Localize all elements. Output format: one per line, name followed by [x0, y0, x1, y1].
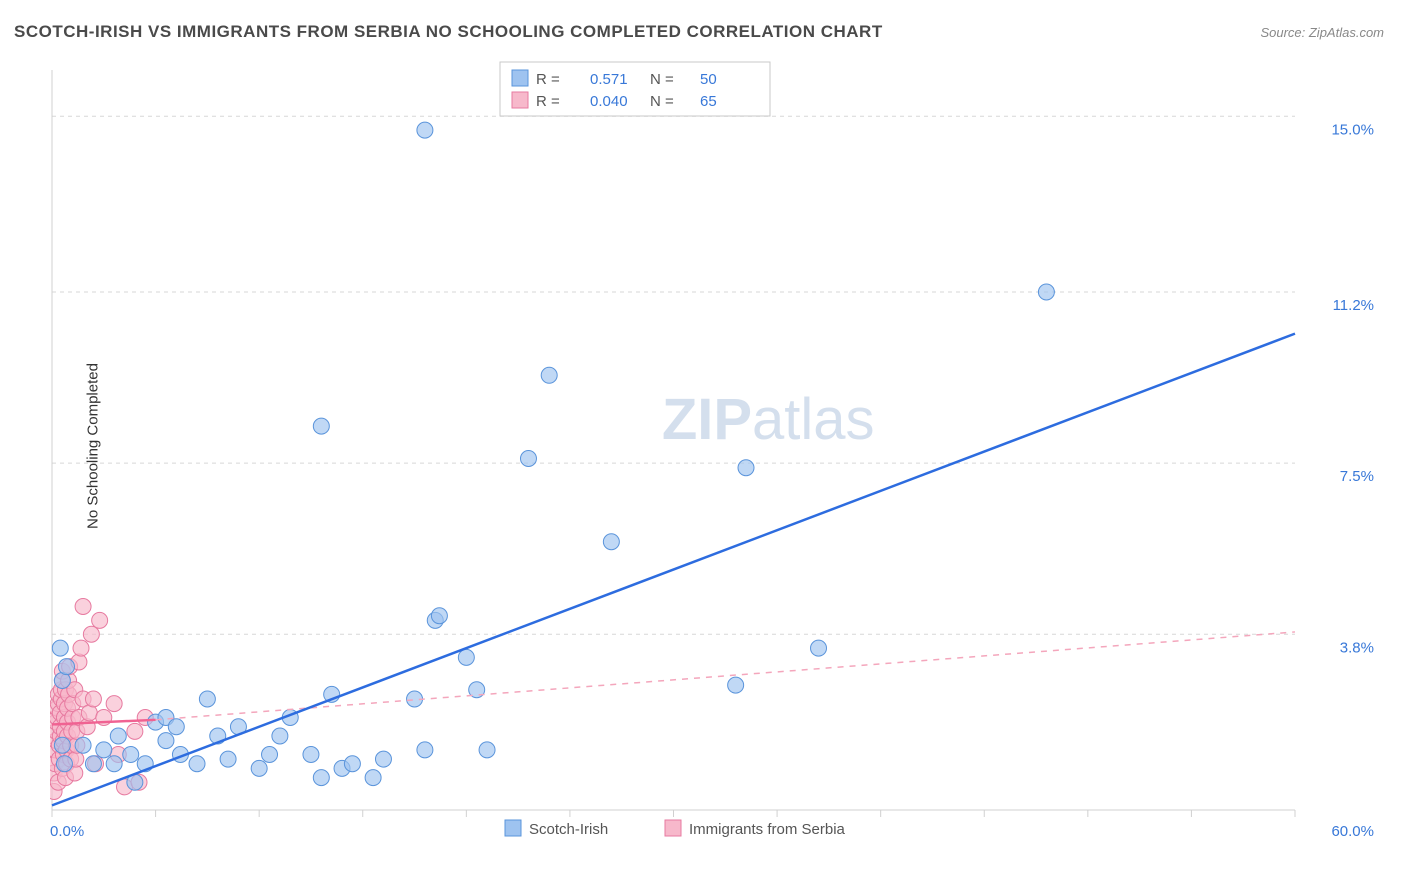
data-point-serbia [73, 640, 89, 656]
legend-r-value-2: 0.040 [590, 93, 628, 110]
scatter-plot: 3.8% 7.5% 11.2% 15.0% 0.0% 60.0% ZIPatlas R = 0.… [50, 60, 1380, 850]
bottom-legend-swatch-blue [505, 820, 521, 836]
data-point-scotch-irish [262, 747, 278, 763]
data-point-scotch-irish [303, 747, 319, 763]
data-point-scotch-irish [52, 640, 68, 656]
data-point-scotch-irish [344, 756, 360, 772]
bottom-legend-label-1: Scotch-Irish [529, 821, 608, 838]
data-point-scotch-irish [85, 756, 101, 772]
data-point-serbia [92, 612, 108, 628]
legend-r-label-1: R = [536, 71, 560, 88]
data-point-scotch-irish [75, 737, 91, 753]
legend-swatch-pink [512, 92, 528, 108]
legend-n-label-2: N = [650, 93, 674, 110]
y-tick-label: 11.2% [1333, 297, 1374, 314]
data-point-scotch-irish [417, 122, 433, 138]
data-point-scotch-irish [220, 751, 236, 767]
source-attribution: Source: ZipAtlas.com [1260, 25, 1384, 40]
data-point-serbia [79, 719, 95, 735]
data-point-scotch-irish [272, 728, 288, 744]
y-tick-label: 15.0% [1331, 121, 1374, 138]
watermark: ZIPatlas [662, 387, 875, 452]
data-point-scotch-irish [189, 756, 205, 772]
data-point-scotch-irish [738, 460, 754, 476]
x-tick-min-label: 0.0% [50, 823, 84, 840]
trendline-serbia-dashed [156, 632, 1295, 720]
data-point-serbia [127, 723, 143, 739]
bottom-legend-swatch-pink [665, 820, 681, 836]
data-point-scotch-irish [431, 608, 447, 624]
data-point-scotch-irish [168, 719, 184, 735]
data-point-scotch-irish [458, 649, 474, 665]
data-point-scotch-irish [123, 747, 139, 763]
data-point-serbia [106, 696, 122, 712]
chart-title: SCOTCH-IRISH VS IMMIGRANTS FROM SERBIA N… [14, 22, 883, 42]
data-point-scotch-irish [479, 742, 495, 758]
data-point-scotch-irish [1038, 284, 1054, 300]
data-point-scotch-irish [158, 733, 174, 749]
plot-svg: 3.8% 7.5% 11.2% 15.0% 0.0% 60.0% ZIPatlas R = 0.… [50, 60, 1380, 850]
data-point-serbia [75, 599, 91, 615]
bottom-legend-label-2: Immigrants from Serbia [689, 821, 846, 838]
data-point-scotch-irish [313, 418, 329, 434]
legend-r-value-1: 0.571 [590, 71, 628, 88]
y-tick-label: 3.8% [1340, 639, 1374, 656]
data-point-scotch-irish [110, 728, 126, 744]
data-point-scotch-irish [603, 534, 619, 550]
data-point-scotch-irish [251, 760, 267, 776]
data-point-scotch-irish [59, 659, 75, 675]
legend-n-label-1: N = [650, 71, 674, 88]
data-point-scotch-irish [811, 640, 827, 656]
legend-n-value-2: 65 [700, 93, 717, 110]
legend-swatch-blue [512, 70, 528, 86]
legend-n-value-1: 50 [700, 71, 717, 88]
x-tick-max-label: 60.0% [1331, 823, 1374, 840]
data-point-scotch-irish [728, 677, 744, 693]
legend-r-label-2: R = [536, 93, 560, 110]
data-point-scotch-irish [54, 737, 70, 753]
data-point-scotch-irish [106, 756, 122, 772]
data-point-scotch-irish [199, 691, 215, 707]
data-point-scotch-irish [541, 367, 557, 383]
data-point-scotch-irish [520, 451, 536, 467]
data-point-scotch-irish [417, 742, 433, 758]
data-point-scotch-irish [365, 770, 381, 786]
data-point-serbia [83, 626, 99, 642]
data-point-scotch-irish [375, 751, 391, 767]
data-point-serbia [85, 691, 101, 707]
data-point-scotch-irish [313, 770, 329, 786]
data-point-scotch-irish [56, 756, 72, 772]
y-tick-label: 7.5% [1340, 468, 1374, 485]
data-point-scotch-irish [96, 742, 112, 758]
